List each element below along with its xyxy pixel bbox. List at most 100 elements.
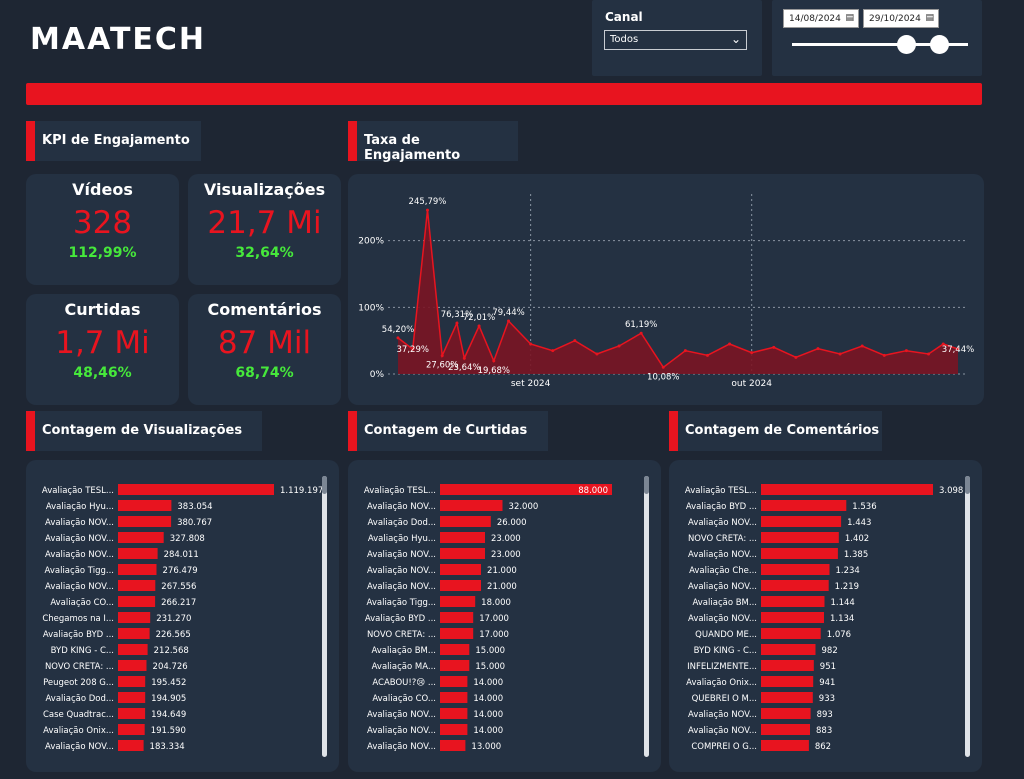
likes-bar-chart[interactable]: Avaliação TESL... 88.000 Avaliação NOV... 3…	[348, 460, 661, 772]
bar[interactable]	[761, 484, 933, 495]
calendar-icon[interactable]: ▤	[845, 13, 854, 23]
bar[interactable]	[118, 564, 157, 575]
bar[interactable]	[761, 724, 810, 735]
bar[interactable]	[118, 548, 158, 559]
bar[interactable]	[761, 500, 847, 511]
data-point[interactable]	[396, 336, 400, 340]
bar[interactable]	[440, 596, 476, 607]
data-point[interactable]	[927, 352, 931, 356]
scrollbar[interactable]	[644, 476, 649, 757]
bar[interactable]	[440, 628, 474, 639]
bar[interactable]	[118, 708, 146, 719]
bar[interactable]	[118, 532, 164, 543]
bar[interactable]	[761, 660, 814, 671]
bar[interactable]	[118, 676, 146, 687]
bar[interactable]	[761, 564, 830, 575]
bar[interactable]	[440, 564, 481, 575]
scrollbar-thumb[interactable]	[322, 476, 327, 494]
bar[interactable]	[118, 516, 172, 527]
date-range-end-handle[interactable]	[930, 35, 949, 54]
data-point[interactable]	[683, 349, 687, 353]
data-point[interactable]	[551, 349, 555, 353]
data-point[interactable]	[529, 342, 533, 346]
date-range-slider-track[interactable]	[792, 43, 968, 46]
bar[interactable]	[118, 500, 172, 511]
bar[interactable]	[118, 692, 146, 703]
data-point[interactable]	[573, 339, 577, 343]
data-point[interactable]	[750, 351, 754, 355]
bar[interactable]	[440, 580, 481, 591]
bar-category-label: Case Quadtrac...	[43, 710, 114, 720]
bar[interactable]	[761, 612, 824, 623]
bar[interactable]	[761, 548, 838, 559]
bar[interactable]	[440, 660, 470, 671]
bar[interactable]	[761, 516, 842, 527]
bar[interactable]	[440, 532, 485, 543]
data-point[interactable]	[595, 352, 599, 356]
bar[interactable]	[118, 740, 144, 751]
data-point[interactable]	[772, 345, 776, 349]
data-point[interactable]	[860, 344, 864, 348]
engagement-rate-chart[interactable]: 0% 100% 200% set 2024 out 2024 54,20% 37,29% 24…	[348, 174, 984, 405]
data-point[interactable]	[904, 349, 908, 353]
data-point[interactable]	[507, 319, 511, 323]
scrollbar[interactable]	[322, 476, 327, 757]
bar[interactable]	[118, 596, 156, 607]
bar[interactable]	[761, 580, 829, 591]
data-point[interactable]	[492, 359, 496, 363]
data-point[interactable]	[705, 353, 709, 357]
canal-dropdown[interactable]: Todos ⌄	[604, 30, 747, 50]
data-point[interactable]	[794, 355, 798, 359]
bar[interactable]	[761, 596, 825, 607]
date-range-start-handle[interactable]	[897, 35, 916, 54]
data-point[interactable]	[882, 353, 886, 357]
bar[interactable]	[440, 724, 468, 735]
data-point[interactable]	[455, 321, 459, 325]
bar[interactable]	[440, 516, 491, 527]
bar[interactable]	[440, 676, 468, 687]
data-point[interactable]	[816, 347, 820, 351]
data-point[interactable]	[956, 347, 960, 351]
end-date-input[interactable]: 29/10/2024 ▤	[863, 9, 939, 28]
bar[interactable]	[118, 580, 156, 591]
bar[interactable]	[440, 692, 468, 703]
bar[interactable]	[761, 692, 813, 703]
bar[interactable]	[118, 724, 145, 735]
bar[interactable]	[118, 612, 151, 623]
data-point[interactable]	[639, 331, 643, 335]
bar[interactable]	[440, 740, 466, 751]
bar[interactable]	[761, 644, 816, 655]
scrollbar-thumb[interactable]	[644, 476, 649, 494]
comments-bar-chart[interactable]: Avaliação TESL... 3.098 Avaliação BYD ... 1…	[669, 460, 982, 772]
bar[interactable]	[118, 660, 147, 671]
bar[interactable]	[761, 532, 839, 543]
views-bar-chart[interactable]: Avaliação TESL... 1.119.197 Avaliação Hyu.…	[26, 460, 339, 772]
bar[interactable]	[118, 644, 148, 655]
bar[interactable]	[761, 708, 811, 719]
start-date-input[interactable]: 14/08/2024 ▤	[783, 9, 859, 28]
data-point[interactable]	[617, 344, 621, 348]
bar[interactable]	[440, 644, 470, 655]
calendar-icon[interactable]: ▤	[925, 13, 934, 23]
bar[interactable]	[440, 484, 612, 495]
bar[interactable]	[761, 740, 809, 751]
data-point[interactable]	[941, 342, 945, 346]
data-point[interactable]	[462, 356, 466, 360]
scrollbar-thumb[interactable]	[965, 476, 970, 494]
data-point[interactable]	[728, 342, 732, 346]
bar[interactable]	[761, 628, 821, 639]
bar[interactable]	[440, 548, 485, 559]
scrollbar[interactable]	[965, 476, 970, 757]
bar[interactable]	[440, 500, 503, 511]
data-point[interactable]	[477, 324, 481, 328]
data-point[interactable]	[440, 354, 444, 358]
bar[interactable]	[440, 708, 468, 719]
data-point[interactable]	[661, 365, 665, 369]
bar[interactable]	[761, 676, 814, 687]
data-point[interactable]	[838, 352, 842, 356]
bar[interactable]	[118, 484, 274, 495]
bar[interactable]	[118, 628, 150, 639]
data-point[interactable]	[411, 347, 415, 351]
bar[interactable]	[440, 612, 474, 623]
data-point[interactable]	[425, 208, 429, 212]
